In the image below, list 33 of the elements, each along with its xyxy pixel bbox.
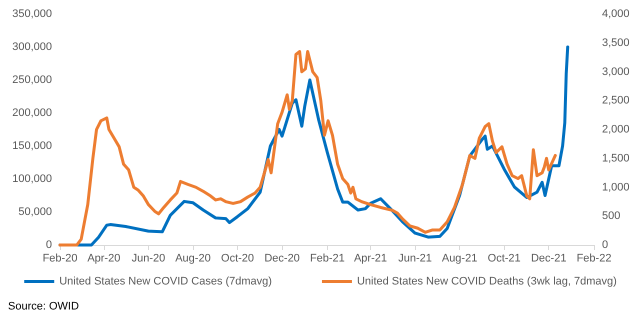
y2-tick-label: 2,500 <box>602 94 630 107</box>
x-tick-label: Aug-20 <box>175 252 211 264</box>
y2-tick-label: 4,000 <box>602 8 630 20</box>
x-tick-label: Aug-21 <box>442 252 478 264</box>
x-tick-label: Feb-22 <box>576 252 612 264</box>
y-tick-label: 250,000 <box>12 74 52 86</box>
y2-tick-label: 3,500 <box>602 36 630 49</box>
y-tick-label: 50,000 <box>18 206 52 218</box>
x-tick-label: Feb-21 <box>310 252 345 264</box>
y-tick-label: 150,000 <box>12 140 52 152</box>
x-tick-label: Apr-21 <box>354 252 387 264</box>
x-tick-label: Oct-21 <box>488 252 521 264</box>
y2-tick-label: 1,500 <box>602 152 630 164</box>
y-tick-label: 350,000 <box>12 8 52 20</box>
x-tick-label: Jun-20 <box>132 252 166 264</box>
x-tick-label: Dec-20 <box>264 252 300 264</box>
legend-label: United States New COVID Deaths (3wk lag, 7dmavg) <box>356 276 617 288</box>
y-tick-label: 0 <box>46 239 52 251</box>
y2-tick-label: 3,000 <box>602 66 630 78</box>
y2-tick-label: 2,000 <box>602 124 630 136</box>
x-tick-label: Apr-20 <box>87 252 120 264</box>
x-tick-label: Jun-21 <box>398 252 432 264</box>
y2-tick-label: 1,000 <box>602 181 630 194</box>
y2-tick-label: 0 <box>602 239 608 251</box>
y-tick-label: 200,000 <box>12 107 52 119</box>
x-tick-label: Dec-21 <box>530 252 566 264</box>
x-tick-label: Oct-20 <box>221 252 254 264</box>
legend-label: United States New COVID Cases (7dmavg) <box>59 276 272 288</box>
y-tick-label: 100,000 <box>12 173 52 185</box>
source-note: Source: OWID <box>8 300 79 312</box>
y-tick-label: 300,000 <box>12 41 52 53</box>
x-tick-label: Feb-20 <box>42 252 78 264</box>
y2-tick-label: 500 <box>602 210 620 222</box>
